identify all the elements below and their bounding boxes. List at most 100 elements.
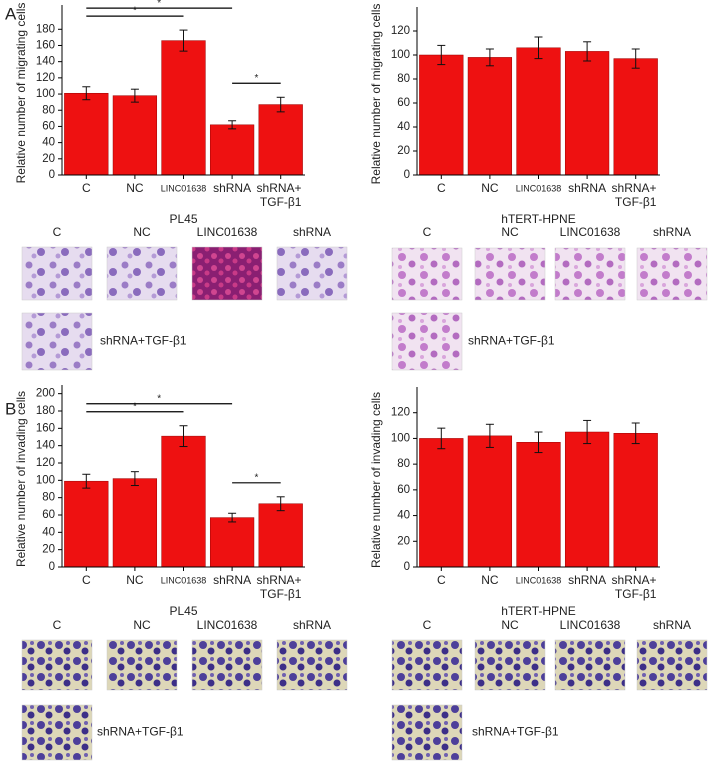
error-bar	[437, 44, 446, 66]
image-label: NC	[133, 225, 151, 239]
error-bar	[228, 120, 237, 130]
x-tick-label: NC	[126, 573, 144, 587]
bar	[613, 58, 658, 176]
y-tick-label: 20	[42, 544, 55, 556]
bar	[516, 442, 561, 568]
y-tick-label: 200	[36, 388, 55, 400]
y-axis-label: Relative number of invading cells	[14, 391, 28, 567]
y-tick-label: 180	[36, 23, 55, 35]
y-tick-label: 40	[42, 137, 55, 149]
bar	[161, 40, 206, 176]
bar	[564, 431, 610, 568]
significance-mark: *	[157, 0, 161, 9]
error-bar	[130, 88, 139, 103]
significance-mark: *	[133, 401, 137, 412]
image-label: NC	[501, 618, 519, 632]
y-tick-label: 140	[36, 56, 55, 68]
image-label: C	[423, 225, 432, 239]
micrograph	[554, 247, 626, 301]
micrograph	[21, 246, 93, 301]
y-tick-label: 120	[391, 25, 410, 37]
panel-label: A	[5, 4, 17, 23]
bar	[64, 480, 109, 568]
x-tick-label: shRNA	[568, 181, 606, 195]
x-tick-label: shRNA+ TGF-β1	[257, 181, 305, 209]
x-tick-label: C	[82, 181, 91, 195]
micrograph	[106, 246, 178, 301]
y-tick-label: 80	[42, 104, 55, 116]
error-bar	[437, 427, 446, 450]
image-label: LINC01638	[560, 225, 621, 239]
bar	[258, 104, 303, 176]
x-axis-label: hTERT-HPNE	[501, 604, 575, 618]
x-tick-label: NC	[126, 181, 144, 195]
error-bar	[82, 86, 91, 101]
bar	[419, 54, 464, 176]
image-label: shRNA	[293, 225, 331, 239]
y-tick-label: 160	[36, 40, 55, 52]
error-bar	[228, 512, 237, 523]
x-tick-label: shRNA+ TGF-β1	[257, 573, 305, 601]
bar	[419, 438, 464, 568]
bar	[258, 503, 303, 568]
image-label: shRNA	[653, 225, 691, 239]
micrograph	[276, 639, 348, 691]
significance-mark: *	[254, 73, 258, 84]
error-bar	[179, 29, 188, 52]
image-label: shRNA	[293, 618, 331, 632]
y-tick-label: 120	[391, 407, 410, 419]
image-label: NC	[133, 618, 151, 632]
significance-mark: *	[254, 472, 258, 483]
y-tick-label: 100	[391, 432, 410, 444]
y-tick-label: 60	[397, 97, 410, 109]
bar	[209, 124, 255, 176]
image-label: C	[53, 225, 62, 239]
x-tick-label: shRNA	[568, 573, 606, 587]
micrograph	[391, 247, 463, 301]
error-bar	[583, 41, 592, 62]
bar	[209, 517, 255, 568]
error-bar	[534, 431, 543, 454]
error-bar	[631, 422, 640, 445]
y-tick-label: 180	[36, 405, 55, 417]
significance-mark: *	[157, 393, 161, 404]
significance-mark: *	[133, 6, 137, 17]
micrograph	[554, 639, 626, 691]
y-tick-label: 80	[42, 492, 55, 504]
bar	[613, 433, 658, 568]
x-tick-label: shRNA+ TGF-β1	[612, 181, 660, 209]
y-tick-label: 80	[397, 458, 410, 470]
x-axis-label: PL45	[169, 212, 197, 226]
error-bar	[179, 425, 188, 448]
y-tick-label: 100	[36, 474, 55, 486]
x-tick-label: LINC01638	[516, 183, 562, 193]
micrograph	[21, 312, 93, 371]
y-tick-label: 80	[397, 73, 410, 85]
y-tick-label: 40	[42, 526, 55, 538]
y-tick-label: 120	[36, 457, 55, 469]
image-label: LINC01638	[197, 225, 258, 239]
error-bar	[485, 48, 494, 67]
y-tick-label: 100	[36, 88, 55, 100]
bar	[64, 92, 109, 176]
y-tick-label: 0	[49, 169, 55, 181]
image-label: NC	[501, 225, 519, 239]
micrograph	[391, 312, 463, 371]
x-tick-label: shRNA+ TGF-β1	[612, 573, 660, 601]
x-tick-label: C	[437, 181, 446, 195]
y-tick-label: 140	[36, 440, 55, 452]
error-bar	[631, 48, 640, 69]
image-label: shRNA+TGF-β1	[100, 334, 187, 348]
x-tick-label: LINC01638	[161, 575, 207, 585]
micrograph	[391, 639, 463, 691]
image-label: LINC01638	[197, 618, 258, 632]
micrograph	[391, 704, 463, 761]
micrograph	[276, 246, 348, 301]
y-tick-label: 20	[397, 145, 410, 157]
image-label: C	[53, 618, 62, 632]
y-tick-label: 160	[36, 422, 55, 434]
micrograph	[636, 639, 708, 691]
y-tick-label: 0	[404, 169, 410, 181]
x-tick-label: NC	[481, 573, 499, 587]
